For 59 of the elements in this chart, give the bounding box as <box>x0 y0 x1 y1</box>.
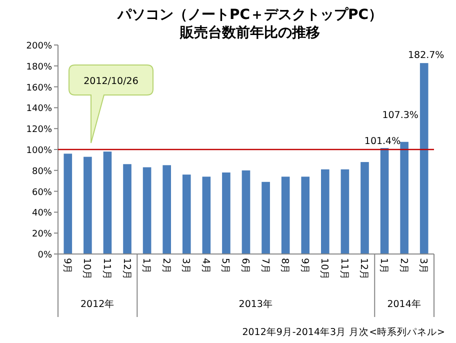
x-tick-label: 7月 <box>259 258 270 274</box>
bar <box>182 174 191 254</box>
data-label: 182.7% <box>408 50 444 62</box>
x-tick-label: 12月 <box>120 258 132 280</box>
bar <box>281 176 290 254</box>
x-tick-label: 2月 <box>160 258 172 274</box>
bar <box>142 167 152 254</box>
y-tick-label: 200% <box>26 42 52 52</box>
bar <box>321 169 330 254</box>
y-tick-label: 140% <box>26 104 52 114</box>
data-label: 107.3% <box>382 110 418 121</box>
x-tick-label: 11月 <box>338 258 350 280</box>
chart-title: パソコン（ノートPC＋デスクトップPC） <box>116 6 383 23</box>
x-tick-label: 5月 <box>220 258 231 274</box>
bar <box>340 169 350 254</box>
x-tick-label: 4月 <box>200 258 211 274</box>
text: 2012年 <box>80 298 115 310</box>
x-tick-label: 3月 <box>180 258 192 274</box>
bar <box>84 156 92 254</box>
x-tick-label: 2月 <box>398 258 409 274</box>
y-tick-label: 160% <box>26 83 52 94</box>
bar <box>360 162 369 254</box>
y-tick-label: 20% <box>32 230 52 240</box>
y-tick-label: 40% <box>32 208 52 219</box>
y-tick-label: 80% <box>32 166 52 177</box>
bar <box>202 176 211 254</box>
annotation: 2012/10/26 <box>84 76 138 87</box>
chart-subtitle: 販売台数前年比の推移 <box>179 25 320 41</box>
y-tick-label: 0% <box>38 250 52 260</box>
text: 2012年9月-2014年3月 月次<時系列パネル> <box>242 326 445 338</box>
x-tick-label: 10月 <box>318 258 330 280</box>
bar <box>64 154 72 254</box>
bar <box>262 182 270 254</box>
bar <box>400 142 408 254</box>
bar <box>123 164 132 254</box>
y-tick-label: 60% <box>32 188 52 198</box>
x-tick-label: 3月 <box>418 258 429 274</box>
y-tick-label: 120% <box>26 125 52 136</box>
x-tick-label: 6月 <box>240 258 250 274</box>
x-tick-label: 1月 <box>140 258 152 274</box>
x-tick-label: 9月 <box>61 258 72 274</box>
bar <box>301 176 310 254</box>
x-tick-label: 1月 <box>378 258 390 274</box>
bar <box>420 63 428 254</box>
x-tick-label: 8月 <box>279 258 290 274</box>
text: 2013年 <box>238 298 273 310</box>
text: 2014年 <box>387 298 422 310</box>
y-tick-label: 100% <box>26 146 52 156</box>
bar <box>242 170 250 254</box>
data-label: 101.4% <box>364 136 401 148</box>
x-tick-label: 12月 <box>358 258 370 280</box>
bar <box>222 172 230 254</box>
x-tick-label: 10月 <box>81 258 92 280</box>
y-tick-label: 180% <box>26 62 52 72</box>
x-tick-label: 9月 <box>298 258 310 274</box>
x-tick-label: 11月 <box>100 258 112 280</box>
bar <box>103 152 112 254</box>
bar <box>380 148 389 254</box>
bar <box>162 165 171 254</box>
